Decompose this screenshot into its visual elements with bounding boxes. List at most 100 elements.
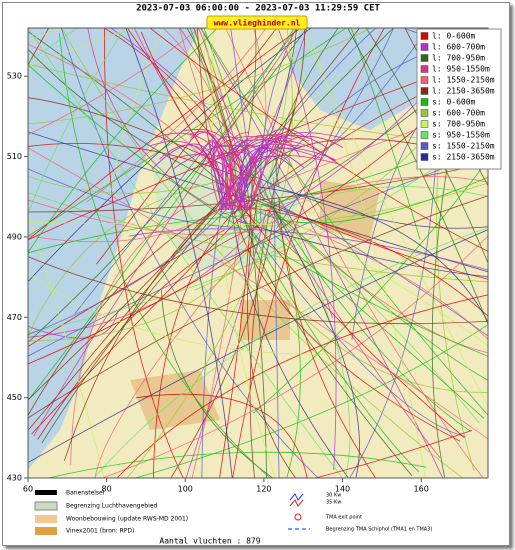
y-tick-label: 530: [7, 72, 22, 81]
flight-track: [267, 208, 441, 458]
legend-swatch: [420, 65, 429, 73]
y-tick-label: 430: [7, 474, 22, 483]
key-label: 30 Kw: [326, 493, 341, 499]
legend-swatch: [420, 54, 429, 62]
flight-track: [28, 28, 373, 125]
flight-track: [264, 182, 488, 227]
flight-track: [245, 172, 267, 478]
flight-track: [28, 222, 278, 225]
legend-label: s: 0-600m: [432, 98, 476, 107]
exit-icon: [294, 513, 302, 521]
flight-track: [181, 129, 233, 211]
flight-track: [203, 28, 258, 228]
flight-track: [135, 393, 308, 478]
key-label: 35 Kw: [326, 500, 341, 506]
flight-track: [199, 28, 444, 478]
key-label: Begrenzing TMA Schiphol (TMA1 en TMA3): [326, 527, 432, 533]
flight-track: [272, 212, 488, 353]
flight-track: [140, 31, 465, 438]
flight-track: [28, 28, 312, 283]
legend-label: l: 2150-3650m: [432, 87, 495, 96]
x-tick-label: 120: [256, 485, 271, 494]
tracks: [28, 28, 488, 478]
flight-track: [265, 28, 429, 190]
flight-track: [28, 147, 488, 440]
flight-track: [28, 199, 235, 243]
flight-track: [28, 43, 254, 223]
flight-track: [28, 28, 347, 237]
sea: [28, 28, 200, 470]
flight-track: [347, 28, 488, 326]
x-tick-label: 80: [102, 485, 112, 494]
flight-track: [240, 128, 307, 211]
flight-track: [172, 145, 244, 211]
flight-track: [266, 180, 301, 478]
flight-track: [232, 28, 385, 478]
flight-track: [28, 28, 200, 135]
flight-track: [28, 272, 333, 355]
flight-track: [219, 177, 253, 478]
flight-track: [185, 210, 267, 478]
key-label: Begrenzing Luchthavengebied: [66, 503, 157, 510]
flight-track: [189, 132, 231, 211]
flight-track: [271, 49, 488, 209]
flight-track: [61, 28, 464, 478]
legend-swatch: [420, 98, 429, 106]
flight-track: [28, 28, 302, 241]
legend: l: 0-600m l: 600-700m l: 700-950m l: 950-15…: [420, 32, 495, 162]
flight-track: [86, 28, 267, 203]
flight-track: [28, 177, 244, 338]
key-label: Banenstelsel: [66, 490, 105, 497]
vinex-swatch: [35, 527, 57, 535]
flight-track: [28, 28, 126, 216]
flight-track: [200, 28, 488, 416]
flight-track: [224, 147, 336, 211]
flight-track: [208, 139, 238, 211]
flight-track: [248, 137, 278, 211]
flight-track: [28, 219, 267, 342]
flight-track: [258, 186, 488, 323]
legend-label: l: 950-1550m: [432, 65, 490, 74]
legend-swatch: [420, 120, 429, 128]
flight-track: [249, 108, 296, 478]
flight-track: [234, 28, 298, 214]
flight-track: [275, 28, 339, 187]
flight-track: [213, 136, 264, 211]
flight-track: [238, 221, 488, 277]
flight-track: [276, 28, 395, 229]
flight-track: [116, 294, 488, 478]
legend-label: s: 950-1550m: [432, 131, 490, 140]
flight-track: [133, 324, 488, 478]
housing-area: [320, 180, 380, 240]
flight-track: [313, 430, 473, 478]
legend-swatch: [420, 43, 429, 51]
flight-track: [198, 28, 245, 182]
flight-track: [247, 196, 297, 478]
flight-track: [28, 182, 251, 336]
noise-icon: [289, 499, 304, 507]
flight-track: [231, 141, 246, 211]
flight-track: [93, 227, 488, 478]
flight-track: [221, 204, 488, 317]
flight-track: [300, 28, 488, 408]
key-label: TMA exit point: [325, 515, 362, 521]
legend-swatch: [420, 32, 429, 40]
legend-label: s: 600-700m: [432, 109, 485, 118]
badge-box: [206, 15, 308, 30]
flight-track: [159, 144, 233, 211]
boundary-swatch: [34, 501, 58, 511]
flight-track: [272, 28, 326, 106]
x-tick-label: 140: [335, 485, 350, 494]
flight-track: [249, 135, 344, 211]
legend-label: s: 1550-2150m: [432, 142, 495, 151]
legend-label: l: 1550-2150m: [432, 76, 495, 85]
flight-track: [28, 256, 488, 325]
flight-track: [230, 28, 252, 173]
title: 2023-07-03 06:00:00 - 2023-07-03 11:29:5…: [136, 4, 380, 14]
legend-swatch: [420, 153, 429, 161]
flight-track: [87, 28, 254, 226]
flight-track: [28, 214, 253, 254]
legend-label: s: 2150-3650m: [432, 153, 495, 162]
runway-swatch: [35, 490, 57, 495]
